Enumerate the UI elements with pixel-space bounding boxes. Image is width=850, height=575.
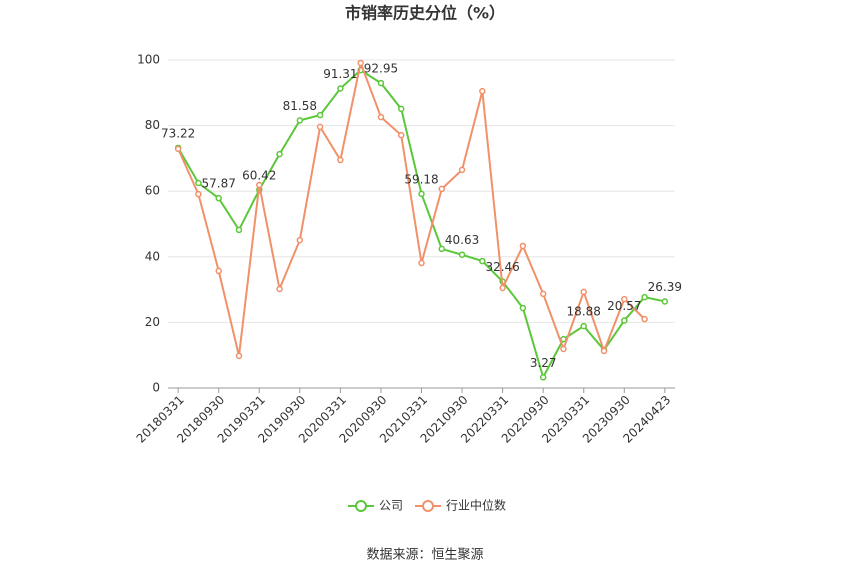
chart-title: 市销率历史分位（%） xyxy=(345,4,505,23)
data-label: 40.63 xyxy=(445,233,479,247)
point xyxy=(641,315,648,323)
data-label: 91.31 xyxy=(323,67,357,81)
point xyxy=(580,322,587,330)
data-label: 92.95 xyxy=(364,62,398,76)
point xyxy=(600,347,608,355)
y-tick-label: 60 xyxy=(145,184,160,198)
data-label: 18.88 xyxy=(567,305,601,319)
data-label: 73.22 xyxy=(161,126,195,140)
point xyxy=(661,298,669,305)
point xyxy=(337,85,344,92)
point xyxy=(519,304,527,312)
y-tick-label: 100 xyxy=(137,53,160,67)
point xyxy=(499,284,506,292)
point xyxy=(458,251,466,258)
point xyxy=(397,131,405,139)
data-label: 81.58 xyxy=(283,99,317,113)
data-label: 26.39 xyxy=(648,280,682,294)
legend-label: 公司 xyxy=(379,499,403,513)
point xyxy=(458,166,466,174)
point xyxy=(438,245,446,253)
data-label: 57.87 xyxy=(202,177,236,191)
point xyxy=(479,257,486,265)
point xyxy=(174,145,182,153)
y-tick-label: 0 xyxy=(152,381,160,395)
point xyxy=(235,226,243,234)
point xyxy=(418,259,425,267)
point xyxy=(580,288,587,296)
point xyxy=(215,194,222,202)
point xyxy=(296,117,304,124)
point xyxy=(479,87,486,95)
point xyxy=(337,156,344,164)
point xyxy=(418,190,425,198)
y-tick-label: 20 xyxy=(145,315,160,329)
point xyxy=(539,290,547,298)
point xyxy=(316,111,324,119)
point xyxy=(560,345,567,353)
point xyxy=(256,181,263,189)
data-label: 3.27 xyxy=(530,356,557,370)
point xyxy=(296,236,304,244)
point xyxy=(621,317,628,324)
point xyxy=(560,335,567,343)
source: 数据来源：恒生聚源 xyxy=(366,548,483,563)
point xyxy=(276,150,283,158)
series-line xyxy=(177,59,646,357)
point xyxy=(641,293,648,301)
point xyxy=(215,267,222,275)
point xyxy=(316,123,324,131)
data-label: 20.57 xyxy=(607,299,641,313)
point xyxy=(539,374,547,381)
legend-marker xyxy=(422,500,434,512)
point xyxy=(519,242,527,250)
point xyxy=(438,185,446,193)
y-tick-label: 80 xyxy=(145,118,160,132)
legend-marker xyxy=(355,500,367,512)
point xyxy=(276,285,283,293)
y-tick-label: 40 xyxy=(145,249,160,263)
point xyxy=(357,59,364,67)
point xyxy=(621,295,628,303)
point xyxy=(195,190,202,198)
point xyxy=(397,105,405,113)
point xyxy=(235,352,243,360)
series-line xyxy=(177,68,666,380)
data-label: 59.18 xyxy=(404,172,438,186)
data-label: 60.42 xyxy=(242,168,276,182)
point xyxy=(377,113,385,121)
data-label: 32.46 xyxy=(485,260,519,274)
legend-label: 行业中位数 xyxy=(446,498,506,513)
point xyxy=(377,79,385,87)
point xyxy=(195,179,202,187)
